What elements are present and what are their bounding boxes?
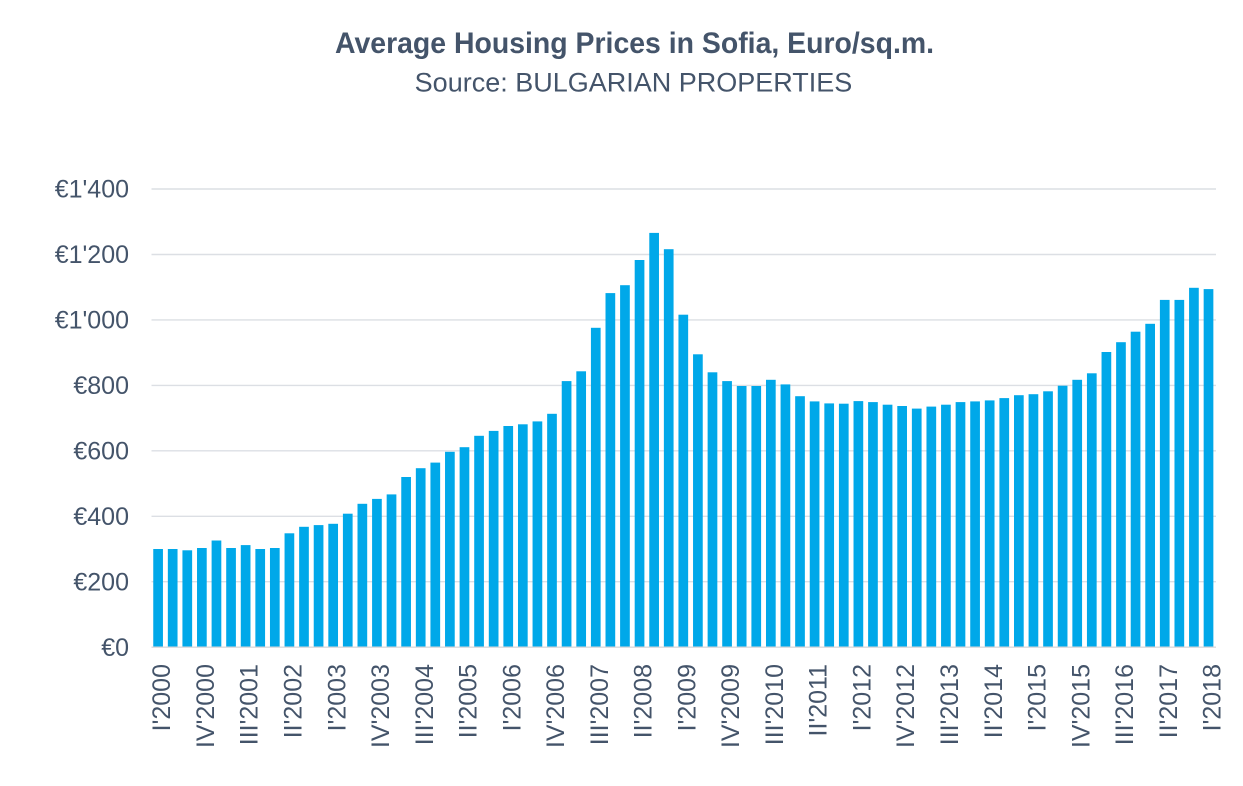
svg-text:IV'2009: IV'2009 — [717, 664, 745, 748]
svg-text:I'2009: I'2009 — [673, 664, 701, 731]
svg-text:IV'2000: IV'2000 — [192, 664, 220, 748]
svg-text:Average Housing Prices in Sofi: Average Housing Prices in Sofia, Euro/sq… — [335, 27, 934, 60]
svg-text:I'2012: I'2012 — [848, 664, 876, 731]
svg-text:I'2000: I'2000 — [148, 664, 176, 731]
svg-text:III'2016: III'2016 — [1111, 664, 1139, 745]
svg-text:I'2003: I'2003 — [323, 664, 351, 731]
svg-text:IV'2003: IV'2003 — [367, 664, 395, 748]
svg-text:III'2013: III'2013 — [936, 664, 964, 745]
svg-text:III'2010: III'2010 — [761, 664, 789, 745]
svg-text:Source: BULGARIAN PROPERTIES: Source: BULGARIAN PROPERTIES — [415, 68, 853, 98]
svg-text:II'2017: II'2017 — [1155, 664, 1183, 738]
svg-text:III'2001: III'2001 — [236, 664, 264, 745]
svg-text:I'2006: I'2006 — [498, 664, 526, 731]
svg-text:II'2014: II'2014 — [980, 664, 1008, 738]
svg-text:II'2008: II'2008 — [630, 664, 658, 738]
svg-text:I'2015: I'2015 — [1024, 664, 1052, 731]
svg-text:IV'2015: IV'2015 — [1067, 664, 1095, 748]
svg-text:IV'2012: IV'2012 — [892, 664, 920, 748]
svg-text:II'2011: II'2011 — [805, 664, 833, 736]
svg-text:IV'2006: IV'2006 — [542, 664, 570, 748]
svg-text:€800: €800 — [73, 372, 129, 400]
svg-text:II'2002: II'2002 — [280, 664, 308, 738]
svg-text:€400: €400 — [73, 503, 129, 531]
svg-text:€1'200: €1'200 — [55, 241, 129, 269]
svg-text:III'2004: III'2004 — [411, 664, 439, 745]
svg-text:III'2007: III'2007 — [586, 664, 614, 745]
svg-text:€1'400: €1'400 — [55, 176, 129, 204]
svg-text:€600: €600 — [73, 438, 129, 466]
svg-text:€0: €0 — [101, 634, 129, 662]
svg-text:€1'000: €1'000 — [55, 307, 129, 335]
svg-text:€200: €200 — [73, 568, 129, 596]
svg-text:I'2018: I'2018 — [1199, 664, 1227, 731]
svg-text:II'2005: II'2005 — [455, 664, 483, 738]
